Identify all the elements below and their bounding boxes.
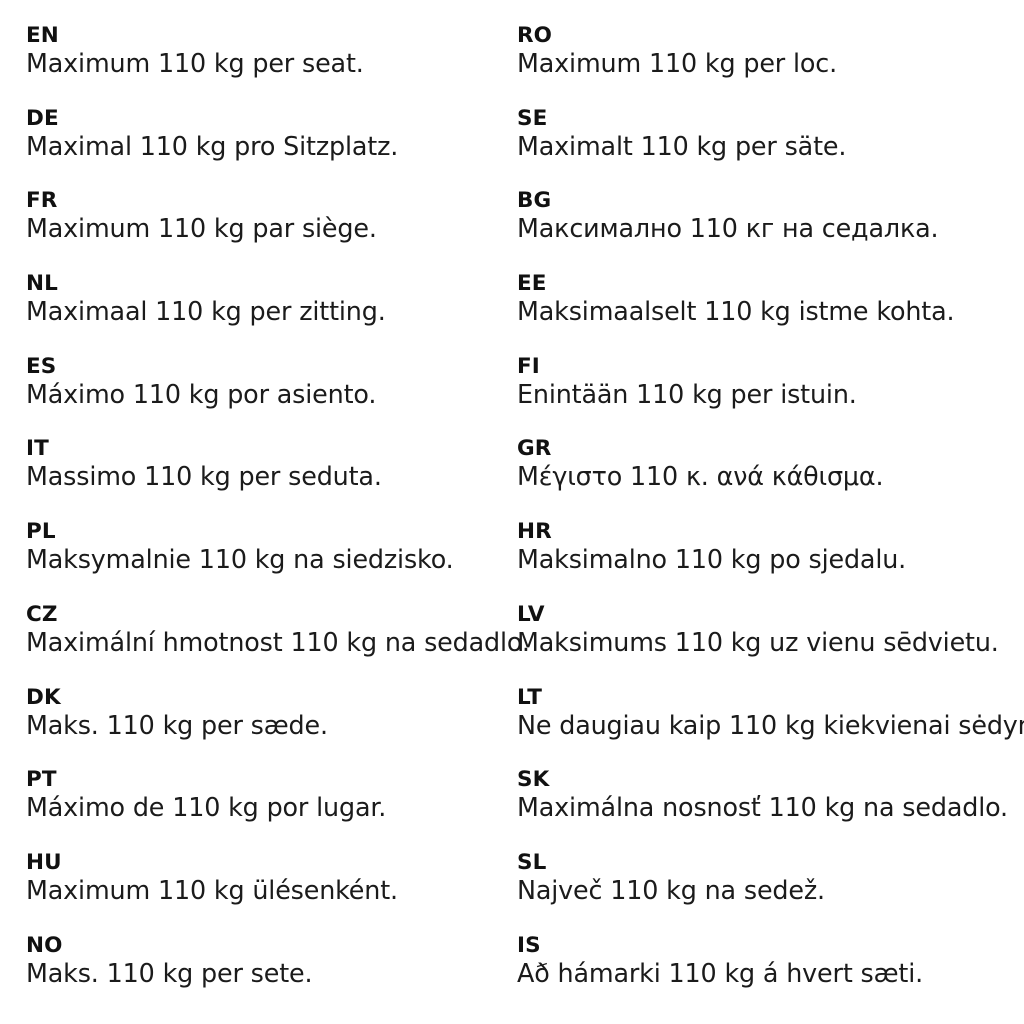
language-statement: Máximo de 110 kg por lugar. xyxy=(26,792,387,823)
language-entry-ee: EE Maksimaalselt 110 kg istme kohta. xyxy=(517,271,1024,354)
language-statement: Максимално 110 кг на седалка. xyxy=(517,213,939,244)
language-statement: Maximum 110 kg ülésenként. xyxy=(26,874,398,905)
language-code: DK xyxy=(26,684,61,710)
language-statement: Maksimums 110 kg uz vienu sēdvietu. xyxy=(517,626,999,657)
language-statement: Μέγιστο 110 κ. ανά κάθισμα. xyxy=(517,461,884,492)
language-code: IS xyxy=(517,932,541,958)
language-code: EE xyxy=(517,271,547,297)
language-statement: Maksymalnie 110 kg na siedzisko. xyxy=(26,544,454,575)
language-code: FR xyxy=(26,188,58,214)
language-code: SE xyxy=(517,105,548,131)
language-statement: Ne daugiau kaip 110 kg kiekvienai sėdyne… xyxy=(517,709,1024,740)
language-code: LV xyxy=(517,601,545,627)
language-entry-gr: GR Μέγιστο 110 κ. ανά κάθισμα. xyxy=(517,436,1024,519)
language-code: EN xyxy=(26,23,59,48)
language-entry-sk: SK Maximálna nosnosť 110 kg na sedadlo. xyxy=(517,767,1024,850)
language-statement: Maximal 110 kg pro Sitzplatz. xyxy=(26,130,399,161)
language-entry-pl: PL Maksymalnie 110 kg na siedzisko. xyxy=(26,519,512,602)
language-code: HU xyxy=(26,849,62,875)
language-code: LT xyxy=(517,684,543,710)
language-code: NL xyxy=(26,271,58,297)
language-statement: Maximalt 110 kg per säte. xyxy=(517,130,847,161)
language-statement: Maximálna nosnosť 110 kg na sedadlo. xyxy=(517,792,1008,823)
language-statement: Maksimalno 110 kg po sjedalu. xyxy=(517,544,907,575)
language-entry-de: DE Maximal 110 kg pro Sitzplatz. xyxy=(26,106,512,189)
language-code: FI xyxy=(517,353,540,379)
language-statement: Maks. 110 kg per sete. xyxy=(26,957,313,988)
right-column: RO Maximum 110 kg per loc. SE Maximalt 1… xyxy=(512,23,1024,1015)
language-entry-fi: FI Enintään 110 kg per istuin. xyxy=(517,354,1024,437)
language-entry-bg: BG Максимално 110 кг на седалка. xyxy=(517,188,1024,271)
language-entry-lv: LV Maksimums 110 kg uz vienu sēdvietu. xyxy=(517,602,1024,685)
language-statement: Maksimaalselt 110 kg istme kohta. xyxy=(517,296,955,327)
language-statement: Največ 110 kg na sedež. xyxy=(517,874,825,905)
language-entry-en: EN Maximum 110 kg per seat. xyxy=(26,23,512,106)
language-entry-hr: HR Maksimalno 110 kg po sjedalu. xyxy=(517,519,1024,602)
language-statement: Maximum 110 kg par siège. xyxy=(26,213,377,244)
language-code: HR xyxy=(517,519,552,545)
language-code: BG xyxy=(517,188,552,214)
language-entry-hu: HU Maximum 110 kg ülésenként. xyxy=(26,850,512,933)
language-statement: Máximo 110 kg por asiento. xyxy=(26,378,377,409)
language-entry-es: ES Máximo 110 kg por asiento. xyxy=(26,354,512,437)
language-entry-it: IT Massimo 110 kg per seduta. xyxy=(26,436,512,519)
language-code: PT xyxy=(26,767,57,793)
language-code: NO xyxy=(26,932,63,958)
language-code: GR xyxy=(517,436,552,462)
language-statement: Enintään 110 kg per istuin. xyxy=(517,378,857,409)
language-entry-lt: LT Ne daugiau kaip 110 kg kiekvienai sėd… xyxy=(517,685,1024,768)
language-code: CZ xyxy=(26,601,58,627)
language-code: IT xyxy=(26,436,49,462)
language-entry-dk: DK Maks. 110 kg per sæde. xyxy=(26,685,512,768)
language-statement: Massimo 110 kg per seduta. xyxy=(26,461,382,492)
language-statement: Að hámarki 110 kg á hvert sæti. xyxy=(517,957,924,988)
language-code: SK xyxy=(517,767,550,793)
language-code: RO xyxy=(517,23,553,48)
language-entry-fr: FR Maximum 110 kg par siège. xyxy=(26,188,512,271)
language-entry-sl: SL Največ 110 kg na sedež. xyxy=(517,850,1024,933)
language-statement: Maximaal 110 kg per zitting. xyxy=(26,296,386,327)
language-entry-ro: RO Maximum 110 kg per loc. xyxy=(517,23,1024,106)
language-statement: Maximum 110 kg per seat. xyxy=(26,48,364,78)
language-code: PL xyxy=(26,519,56,545)
language-statement: Maximum 110 kg per loc. xyxy=(517,48,838,78)
language-statement: Maks. 110 kg per sæde. xyxy=(26,709,328,740)
language-entry-is: IS Að hámarki 110 kg á hvert sæti. xyxy=(517,933,1024,1016)
language-code: DE xyxy=(26,105,59,131)
language-statement: Maximální hmotnost 110 kg na sedadlo. xyxy=(26,626,530,657)
language-code: SL xyxy=(517,849,547,875)
language-entry-se: SE Maximalt 110 kg per säte. xyxy=(517,106,1024,189)
language-code: ES xyxy=(26,353,57,379)
language-entry-nl: NL Maximaal 110 kg per zitting. xyxy=(26,271,512,354)
language-entry-cz: CZ Maximální hmotnost 110 kg na sedadlo. xyxy=(26,601,530,685)
language-entry-no: NO Maks. 110 kg per sete. xyxy=(26,933,512,1016)
notice-columns: EN Maximum 110 kg per seat. DE Maximal 1… xyxy=(0,23,1024,1015)
language-entry-pt: PT Máximo de 110 kg por lugar. xyxy=(26,767,512,850)
left-column: EN Maximum 110 kg per seat. DE Maximal 1… xyxy=(0,23,530,1016)
